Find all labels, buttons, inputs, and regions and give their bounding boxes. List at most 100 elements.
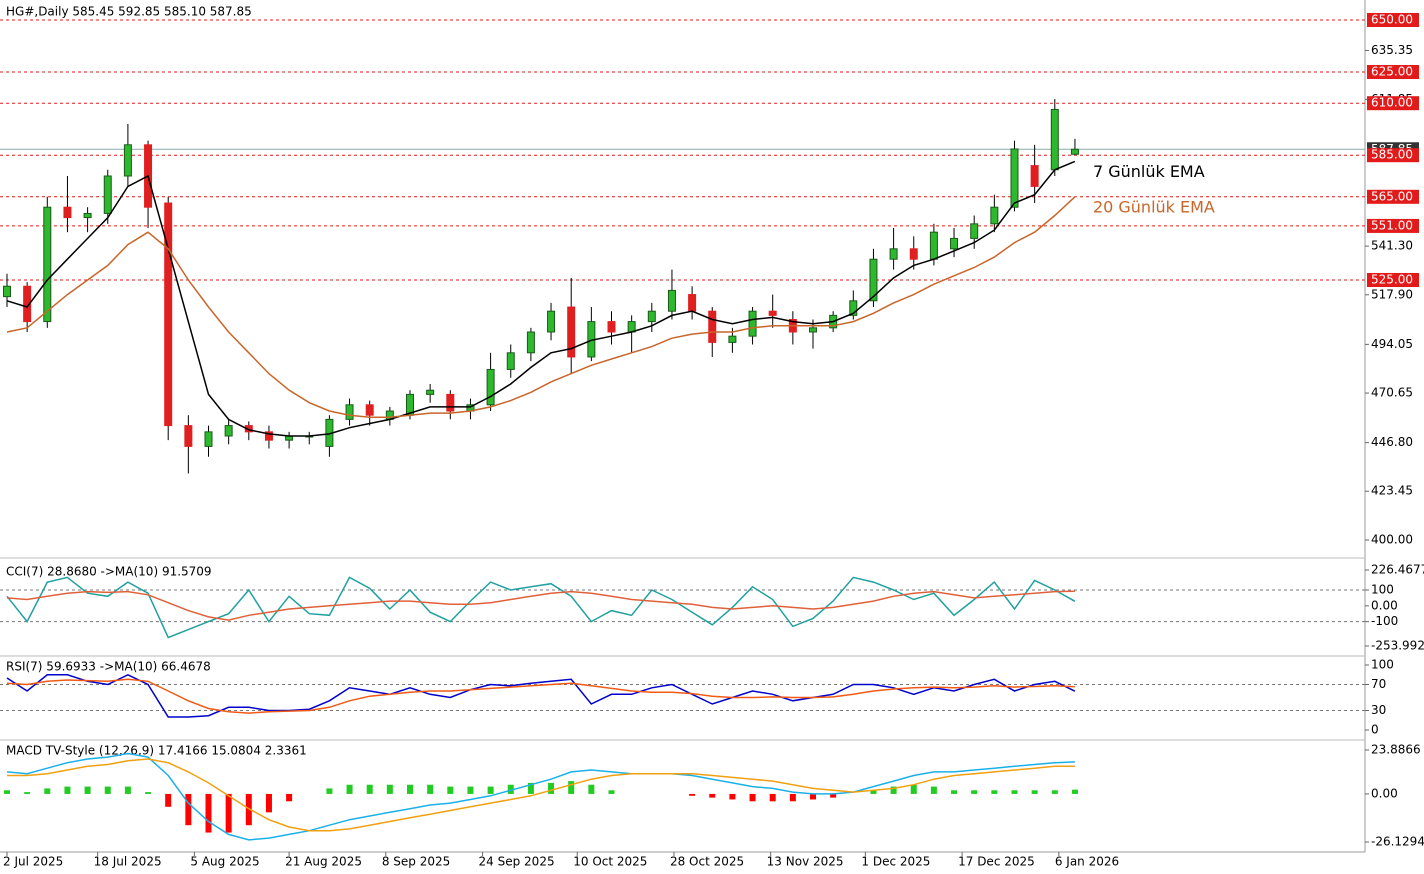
candle-body (909, 248, 918, 260)
histogram-bar (507, 784, 514, 794)
histogram-bar (346, 784, 353, 794)
y-tick-label: 0.00 (1371, 598, 1398, 612)
histogram-bar (427, 784, 434, 794)
panel-title: HG#,Daily 585.45 592.85 585.10 587.85 (6, 5, 252, 19)
x-tick-label: 5 Aug 2025 (190, 855, 259, 869)
indicator-line (6, 576, 1076, 639)
candle-body (224, 425, 233, 437)
x-tick-label: 2 Jul 2025 (3, 855, 63, 869)
histogram-bar (165, 793, 172, 807)
candle-body (748, 310, 757, 337)
histogram-bar (1031, 790, 1038, 794)
y-tick-label: 0.00 (1371, 786, 1398, 800)
level-label: 565.00 (1371, 189, 1413, 203)
x-tick-label: 18 Jul 2025 (94, 855, 162, 869)
level-label: 610.00 (1371, 96, 1413, 110)
candle-body (204, 431, 213, 447)
series-label: 20 Günlük EMA (1093, 197, 1215, 216)
level-label: 525.00 (1371, 273, 1413, 287)
histogram-bar (870, 790, 877, 794)
candle-body (869, 258, 878, 302)
histogram-bar (265, 793, 272, 813)
candle-body (83, 212, 92, 219)
histogram-bar (286, 793, 293, 802)
level-box (1367, 65, 1419, 79)
y-tick-label: 517.90 (1371, 287, 1413, 301)
candle-body (547, 310, 556, 333)
y-tick-label: -26.1294 (1371, 835, 1424, 849)
histogram-bar (910, 784, 917, 794)
candle-body (1010, 148, 1019, 208)
candle-body (950, 237, 959, 250)
panel-title: CCI(7) 28.8680 ->MA(10) 91.5709 (6, 565, 212, 579)
level-box (1367, 189, 1419, 204)
y-tick-label: 100 (1371, 658, 1394, 672)
candle-body (849, 300, 858, 316)
candle-body (365, 404, 374, 416)
y-tick-label: 423.45 (1371, 484, 1413, 498)
x-tick-label: 10 Oct 2025 (573, 855, 647, 869)
histogram-bar (487, 786, 494, 794)
candle-body (486, 368, 495, 406)
histogram-bar (124, 786, 131, 794)
candle-body (688, 294, 697, 312)
x-tick-label: 21 Aug 2025 (285, 855, 362, 869)
y-tick-label: -100 (1371, 614, 1398, 628)
histogram-bar (890, 786, 897, 794)
histogram-bar (729, 793, 736, 800)
histogram-bar (568, 781, 575, 794)
candle-body (809, 327, 817, 333)
histogram-bar (24, 792, 31, 794)
candle-body (929, 231, 938, 260)
level-box (1367, 13, 1419, 27)
x-tick-label: 28 Oct 2025 (670, 855, 744, 869)
candle-body (607, 321, 616, 333)
candle-body (446, 393, 455, 412)
histogram-bar (991, 790, 998, 794)
x-tick-label: 17 Dec 2025 (958, 855, 1035, 869)
y-tick-label: 446.80 (1371, 435, 1413, 449)
candle-body (768, 310, 777, 316)
level-box (1367, 273, 1419, 287)
indicator-line (6, 590, 1075, 621)
histogram-bar (608, 790, 615, 794)
histogram-bar (205, 793, 212, 833)
histogram-bar (44, 788, 51, 794)
candle-body (63, 206, 72, 219)
candle-body (43, 206, 52, 323)
candle-body (164, 202, 173, 427)
indicator-line (6, 678, 1075, 714)
candle-body (708, 310, 717, 343)
y-tick-label: 400.00 (1371, 533, 1413, 547)
histogram-bar (1071, 789, 1078, 794)
candle-body (627, 321, 636, 333)
candle-body (184, 425, 193, 447)
histogram-bar (1051, 790, 1058, 794)
histogram-bar (245, 793, 252, 826)
histogram-bar (789, 793, 796, 802)
indicator-line (6, 160, 1076, 437)
histogram-bar (588, 784, 595, 794)
histogram-bar (930, 786, 937, 794)
candle-body (506, 352, 515, 370)
histogram-bar (185, 793, 192, 826)
histogram-bar (689, 793, 696, 796)
histogram-bar (1011, 790, 1018, 794)
indicator-line (6, 752, 1075, 841)
indicator-line (7, 758, 1075, 832)
candle-body (567, 306, 576, 358)
x-tick-label: 1 Dec 2025 (861, 855, 930, 869)
histogram-bar (769, 793, 776, 802)
x-tick-label: 24 Sep 2025 (479, 855, 555, 869)
candle-body (1070, 148, 1079, 155)
y-tick-label: 470.65 (1371, 386, 1413, 400)
candle-body (1050, 108, 1059, 171)
candle-body (345, 404, 354, 420)
histogram-bar (326, 788, 333, 794)
candle-body (23, 285, 32, 323)
y-tick-label: 635.35 (1371, 43, 1413, 57)
candle-body (667, 289, 676, 312)
y-tick-label: 30 (1371, 703, 1386, 717)
